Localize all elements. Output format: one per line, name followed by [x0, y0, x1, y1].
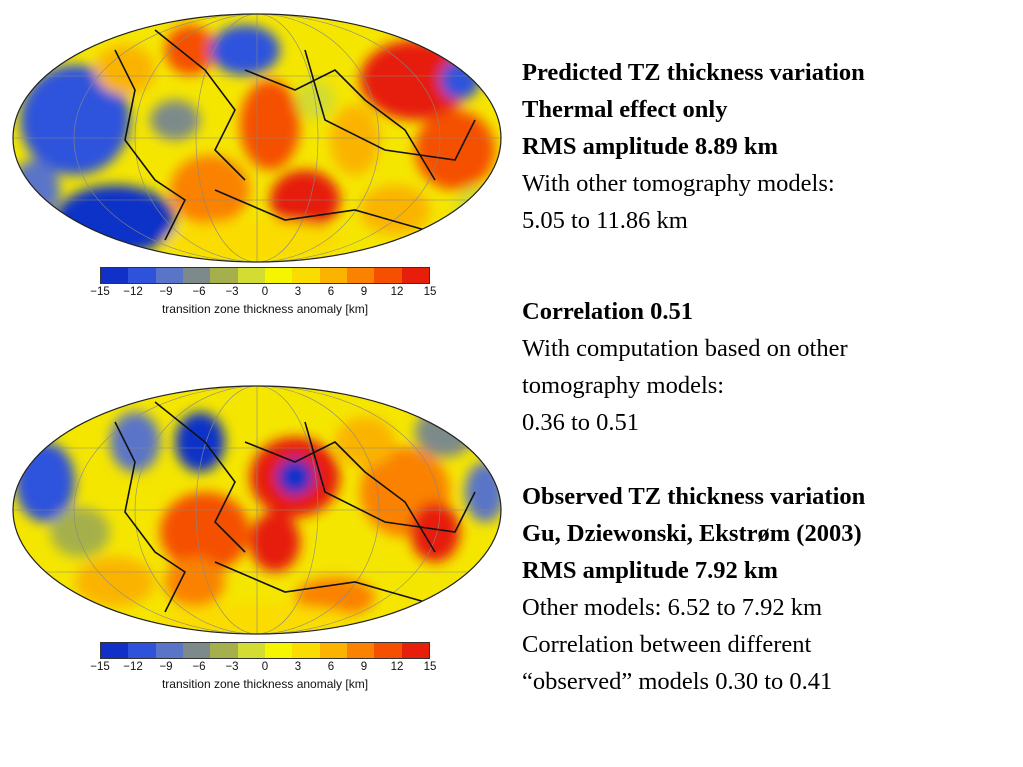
- colorbar-tick-label: 9: [360, 286, 368, 298]
- colorbar-cell: [182, 268, 211, 283]
- predicted-other-models-range: 5.05 to 11.86 km: [522, 207, 688, 234]
- observed-title: Observed TZ thickness variation: [522, 483, 866, 510]
- colorbar-tick-label: −12: [123, 286, 143, 298]
- colorbar-tick-label: 3: [294, 661, 302, 673]
- colorbar-tick-label: 12: [390, 286, 404, 298]
- observed-citation: Gu, Dziewonski, Ekstrøm (2003): [522, 520, 862, 547]
- observed-other-models: Other models: 6.52 to 7.92 km: [522, 594, 823, 621]
- colorbar-tick-label: 3: [294, 286, 302, 298]
- colorbar-cell: [237, 268, 265, 283]
- correlation-title: Correlation 0.51: [522, 298, 694, 325]
- observed-tz-map: [12, 385, 502, 635]
- colorbar-cell: [264, 643, 293, 658]
- predicted-rms: RMS amplitude 8.89 km: [522, 133, 778, 160]
- observed-tz-map-panel: −15 −12 −9 −6 −3 0 3 6 9 12 15 transitio…: [5, 382, 505, 704]
- colorbar-ticks: −15 −12 −9 −6 −3 0 3 6 9 12 15: [90, 284, 436, 302]
- predicted-other-models-label: With other tomography models:: [522, 170, 835, 197]
- colorbar-tick-label: 0: [261, 661, 269, 673]
- colorbar-cell: [210, 643, 238, 658]
- colorbar-cell: [346, 268, 375, 283]
- correlation-line-3: tomography models:: [522, 372, 725, 399]
- predicted-anomaly-field: [13, 14, 501, 262]
- colorbar-tick-label: −15: [90, 286, 110, 298]
- observed-colorbar: −15 −12 −9 −6 −3 0 3 6 9 12 15 transitio…: [90, 642, 436, 691]
- colorbar-tick-label: −6: [192, 661, 206, 673]
- predicted-subtitle: Thermal effect only: [522, 96, 728, 123]
- colorbar-axis-label: transition zone thickness anomaly [km]: [161, 302, 369, 316]
- colorbar-scale: [100, 642, 430, 659]
- predicted-tz-map: [12, 13, 502, 263]
- correlation-line-2: With computation based on other: [522, 335, 848, 362]
- colorbar-tick-label: 12: [390, 661, 404, 673]
- colorbar-cell: [155, 268, 183, 283]
- colorbar-cell: [401, 268, 429, 283]
- observed-description: Observed TZ thickness variation Gu, Dzie…: [522, 478, 865, 700]
- colorbar-cell: [182, 643, 211, 658]
- colorbar-tick-label: −6: [192, 286, 206, 298]
- colorbar-cell: [319, 268, 347, 283]
- colorbar-axis-label: transition zone thickness anomaly [km]: [161, 677, 369, 691]
- colorbar-scale: [100, 267, 430, 284]
- colorbar-cell: [101, 268, 129, 283]
- observed-rms: RMS amplitude 7.92 km: [522, 557, 778, 584]
- colorbar-cell: [128, 643, 156, 658]
- colorbar-cell: [264, 268, 293, 283]
- colorbar-cell: [374, 643, 402, 658]
- colorbar-tick-label: −3: [225, 661, 239, 673]
- colorbar-cell: [374, 268, 402, 283]
- colorbar-cell: [346, 643, 375, 658]
- colorbar-cell: [237, 643, 265, 658]
- colorbar-cell: [155, 643, 183, 658]
- colorbar-tick-label: 15: [423, 286, 437, 298]
- colorbar-tick-label: −9: [159, 286, 173, 298]
- predicted-tz-map-panel: −15 −12 −9 −6 −3 0 3 6 9 12 15 transitio…: [5, 10, 505, 330]
- colorbar-cell: [401, 643, 429, 658]
- colorbar-tick-label: 15: [423, 661, 437, 673]
- colorbar-ticks: −15 −12 −9 −6 −3 0 3 6 9 12 15: [90, 659, 436, 677]
- correlation-range: 0.36 to 0.51: [522, 409, 640, 436]
- colorbar-tick-label: 9: [360, 661, 368, 673]
- colorbar-cell: [128, 268, 156, 283]
- colorbar-tick-label: −12: [123, 661, 143, 673]
- colorbar-tick-label: −15: [90, 661, 110, 673]
- colorbar-tick-label: 6: [327, 286, 335, 298]
- colorbar-cell: [210, 268, 238, 283]
- colorbar-tick-label: 0: [261, 286, 269, 298]
- colorbar-tick-label: 6: [327, 661, 335, 673]
- colorbar-cell: [319, 643, 347, 658]
- observed-anomaly-field: [13, 386, 501, 634]
- colorbar-cell: [292, 268, 320, 283]
- colorbar-tick-label: −9: [159, 661, 173, 673]
- colorbar-tick-label: −3: [225, 286, 239, 298]
- correlation-description: Correlation 0.51 With computation based …: [522, 293, 848, 441]
- predicted-colorbar: −15 −12 −9 −6 −3 0 3 6 9 12 15 transitio…: [90, 267, 436, 316]
- colorbar-cell: [292, 643, 320, 658]
- predicted-title: Predicted TZ thickness variation: [522, 59, 865, 86]
- predicted-description: Predicted TZ thickness variation Thermal…: [522, 54, 865, 239]
- observed-correlation-line-1: Correlation between different: [522, 631, 812, 658]
- observed-correlation-line-2: “observed” models 0.30 to 0.41: [522, 668, 833, 695]
- colorbar-cell: [101, 643, 129, 658]
